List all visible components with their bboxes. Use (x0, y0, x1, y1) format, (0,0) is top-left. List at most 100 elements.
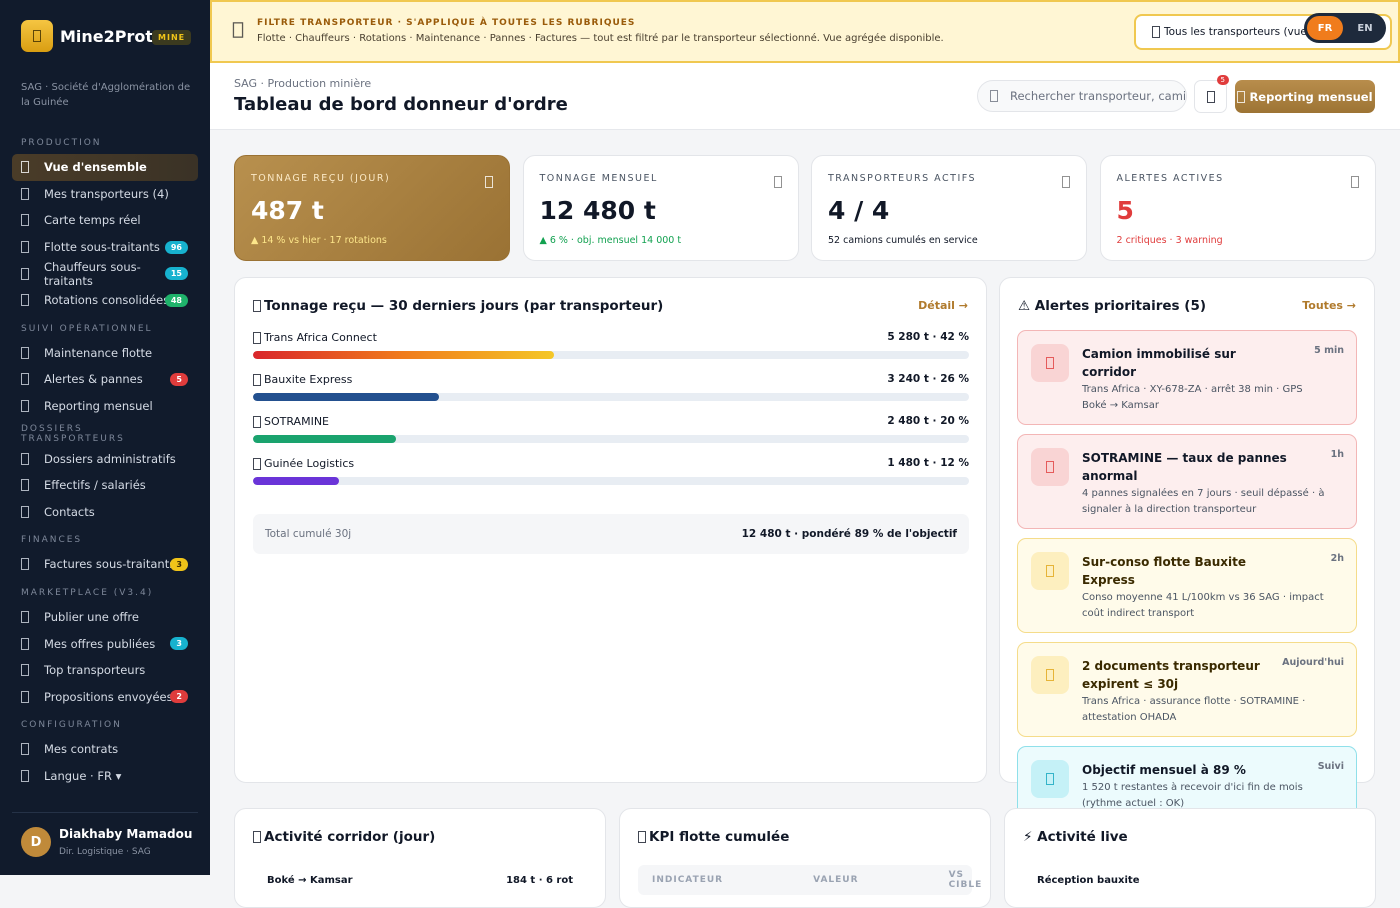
icon (21, 267, 29, 280)
icon (21, 187, 29, 200)
nav-item[interactable]: Carte temps réel (12, 207, 198, 234)
row: Réception bauxite (1023, 865, 1357, 895)
title-text: Tonnage reçu — 30 derniers jours (par tr… (264, 298, 664, 314)
kpi-card: TONNAGE MENSUEL 12 480 t ▲ 6 % · obj. mens… (522, 155, 799, 261)
live-card: ⚡ Activité live Réception bauxite (1004, 808, 1376, 908)
alert-title: 2 documents transporteur expirent ≤ 30j (1082, 659, 1260, 691)
nav-label: Publier une offre (44, 610, 139, 625)
badge: 96 (164, 240, 188, 254)
search[interactable]: Rechercher transporteur, cami (977, 80, 1187, 112)
header: SAG · Production minière Tableau de bord… (210, 63, 1400, 130)
bar (253, 477, 339, 485)
alert-time: 2h (1330, 553, 1344, 564)
language-toggle: FR EN (1304, 13, 1386, 43)
nav-item[interactable]: Factures sous-traitants 3 (12, 551, 198, 578)
nav-item[interactable]: Chauffeurs sous-traitants 15 (12, 259, 198, 288)
icon (253, 373, 261, 386)
bar-track (253, 435, 969, 443)
carrier-name-wrap: SOTRAMINE (253, 415, 329, 428)
alerts-card: ⚠ Alertes prioritaires (5) Toutes → Cami… (999, 277, 1375, 823)
language-option[interactable]: FR (1307, 16, 1343, 40)
nav-item[interactable]: Langue · FR ▾ (12, 763, 198, 790)
nav-item[interactable]: Mes offres publiées 3 (12, 630, 198, 657)
user[interactable]: D Diakhaby Mamadou Dir. Logistique · SAG (12, 812, 198, 857)
kpi-value: 4 / 4 (828, 196, 890, 225)
icon (21, 558, 29, 571)
kpi-value: 12 480 t (539, 196, 656, 225)
kpi-label: TONNAGE REÇU (JOUR) (251, 173, 391, 184)
nav-label: Contacts (44, 504, 95, 519)
icon (773, 176, 782, 188)
nav-label: Chauffeurs sous-traitants (44, 259, 141, 288)
nav-item[interactable]: Maintenance flotte (12, 340, 198, 367)
row-label: Boké → Kamsar (267, 874, 353, 886)
notifications[interactable]: 5 (1194, 75, 1229, 113)
kpi-label: TONNAGE MENSUEL (539, 173, 658, 184)
nav-item[interactable]: Propositions envoyées 2 (12, 684, 198, 711)
nav-label: Maintenance flotte (44, 345, 153, 360)
nav-item[interactable]: Effectifs / salariés (12, 472, 198, 499)
nav-label: Mes offres publiées (44, 636, 156, 651)
report-button[interactable]: Reporting mensuel (1235, 80, 1375, 113)
card-title: Activité corridor (jour) (253, 829, 435, 845)
column-header: VALEUR (813, 875, 859, 885)
row-label: Réception bauxite (1037, 874, 1140, 886)
alert[interactable]: Camion immobilisé sur corridor 5 min Trans… (1017, 330, 1357, 425)
title-text: Activité corridor (jour) (264, 829, 436, 845)
kpi-label: ALERTES ACTIVES (1116, 173, 1224, 184)
icon (21, 611, 29, 624)
nav-item[interactable]: Top transporteurs (12, 657, 198, 684)
total-value: 12 480 t · pondéré 89 % de l'objectif (741, 528, 957, 540)
nav-label: Reporting mensuel (44, 399, 153, 414)
kpi-label: TRANSPORTEURS ACTIFS (828, 173, 977, 184)
alert[interactable]: 2 documents transporteur expirent ≤ 30j A… (1017, 642, 1357, 737)
nav-item[interactable]: Rotations consolidées 48 (12, 287, 198, 314)
nav-item[interactable]: Mes transporteurs (4) (12, 181, 198, 208)
alert[interactable]: SOTRAMINE — taux de pannes anormal 1h 4 pa… (1017, 434, 1357, 529)
logo[interactable] (21, 20, 53, 52)
alert-icon (1031, 448, 1069, 486)
icon (21, 452, 29, 465)
alert-icon (1031, 760, 1069, 798)
card-link[interactable]: Toutes → (1302, 299, 1356, 312)
column-header: VS CIBLE (948, 870, 983, 890)
nav-item[interactable]: Dossiers administratifs (12, 445, 198, 472)
nav-item[interactable]: Flotte sous-traitants 96 (12, 234, 198, 261)
nav-item[interactable]: Alertes & pannes 5 (12, 366, 198, 393)
badge: 15 (164, 267, 188, 281)
carrier-name: Bauxite Express (264, 373, 353, 386)
carrier-value: 5 280 t · 42 % (887, 331, 969, 343)
nav-label: Effectifs / salariés (44, 478, 146, 493)
user-name: Diakhaby Mamadou (59, 827, 193, 841)
nav: PRODUCTION Vue d'ensemble Mes transporteur… (12, 128, 198, 789)
nav-label: Alertes & pannes (44, 372, 143, 387)
nav-item[interactable]: Contacts (12, 499, 198, 526)
nav-label: Langue · FR ▾ (44, 768, 122, 783)
icon (1350, 176, 1359, 188)
nav-item[interactable]: Reporting mensuel (12, 393, 198, 420)
kpi-value: 487 t (251, 196, 324, 225)
kpi-note: ▲ 14 % vs hier · 17 rotations (251, 235, 387, 246)
nav-item[interactable]: Publier une offre (12, 604, 198, 631)
alert-icon (1031, 552, 1069, 590)
icon (21, 400, 29, 413)
icon (21, 479, 29, 492)
user-role: Dir. Logistique · SAG (59, 847, 151, 857)
icon (485, 176, 493, 188)
card-link[interactable]: Détail → (918, 299, 968, 312)
column-header: INDICATEUR (652, 875, 724, 885)
alert[interactable]: Sur-conso flotte Bauxite Express 2h Conso … (1017, 538, 1357, 633)
kpi-card: ALERTES ACTIVES 5 2 critiques · 3 warning (1099, 155, 1376, 261)
nav-item[interactable]: Mes contrats (12, 736, 198, 763)
alert-text: Trans Africa · assurance flotte · SOTRAM… (1082, 696, 1306, 723)
nav-item[interactable]: Vue d'ensemble (12, 154, 198, 181)
icon (1062, 176, 1070, 188)
icon (21, 214, 29, 227)
language-option[interactable]: EN (1357, 22, 1373, 34)
section-title: SUIVI OPÉRATIONNEL (21, 323, 153, 334)
icon (253, 331, 261, 344)
nav-label: Dossiers administratifs (44, 451, 176, 466)
bar (253, 435, 397, 443)
alert-time: Aujourd'hui (1282, 657, 1344, 668)
